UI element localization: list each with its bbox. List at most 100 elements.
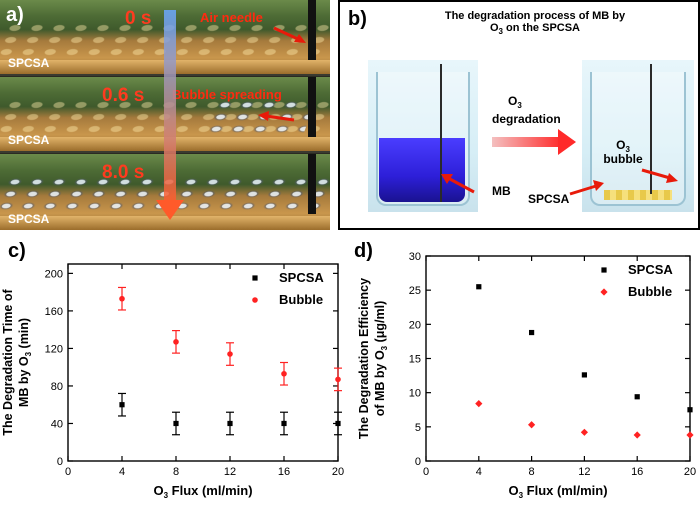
data-point	[633, 431, 641, 439]
x-tick-label: 0	[423, 466, 429, 478]
x-tick-label: 4	[476, 466, 482, 478]
data-point	[580, 428, 588, 436]
y-axis-label-line1: The Degradation Time of	[1, 289, 15, 436]
y-tick-label: 40	[51, 418, 63, 430]
y-tick-label: 15	[409, 354, 421, 366]
data-point	[227, 351, 233, 357]
frame-time: 0.6 s	[102, 85, 145, 106]
panel-d: d) 0 4 8 12 16 20 0 5 10 15 20 25 30 O3 Flux (ml/min)…	[350, 238, 700, 502]
x-tick-label: 0	[65, 466, 71, 478]
data-point	[119, 295, 125, 302]
beaker-photo-before	[368, 60, 478, 212]
arrow-label-degradation: degradation	[492, 112, 561, 126]
y-tick-label: 30	[409, 251, 421, 263]
legend-label: Bubble	[628, 284, 672, 299]
data-point	[173, 420, 179, 427]
data-point	[687, 407, 693, 413]
x-tick-label: 12	[224, 466, 236, 478]
y-tick-label: 20	[409, 319, 421, 331]
x-tick-label: 20	[684, 466, 696, 478]
data-point	[529, 329, 535, 336]
air-needle	[440, 64, 442, 202]
x-tick-label: 8	[529, 466, 535, 478]
data-point	[634, 394, 640, 400]
data-point	[476, 284, 482, 290]
panel-label: a)	[6, 4, 24, 26]
y-tick-label: 10	[409, 388, 421, 400]
y-tick-label: 120	[45, 343, 63, 355]
data-point	[335, 376, 341, 383]
o3-bubble-label: O3 bubble	[603, 138, 643, 166]
x-tick-label: 4	[119, 466, 125, 478]
panel-b-title: The degradation process of MB by O3 on t…	[444, 10, 626, 36]
beaker-photo-after	[582, 60, 694, 212]
data-point	[227, 420, 233, 427]
y-tick-label: 200	[45, 268, 63, 280]
panel-label: d)	[354, 240, 373, 262]
substrate-label: SPCSA	[8, 56, 50, 70]
y-axis-label-line2: of MB by O3 (μg/ml)	[373, 301, 389, 417]
substrate-label: SPCSA	[8, 133, 50, 147]
data-point	[281, 420, 287, 427]
legend-label: Bubble	[279, 292, 323, 307]
data-point	[686, 431, 694, 439]
frame-time: 8.0 s	[102, 162, 145, 183]
air-needle-label: Air needle	[200, 10, 263, 25]
y-tick-label: 25	[409, 285, 421, 297]
substrate-label: SPCSA	[8, 212, 50, 226]
data-point	[119, 402, 125, 408]
legend-marker	[252, 275, 258, 281]
x-axis-label: O3 Flux (ml/min)	[153, 483, 252, 500]
data-point	[335, 420, 341, 427]
plot-frame	[67, 263, 339, 462]
bubble-spreading-label: Bubble spreading	[172, 87, 282, 102]
x-tick-label: 16	[631, 466, 643, 478]
time-arrow-head	[156, 200, 184, 220]
y-axis-label: The Degradation Efficiency of MB by O3 (μ…	[357, 278, 389, 439]
legend-marker	[600, 288, 608, 296]
y-tick-label: 0	[415, 456, 421, 468]
y-axis-label-line2: MB by O3 (min)	[17, 318, 33, 407]
air-needle	[308, 0, 316, 60]
o3-bubble-arrow	[641, 168, 678, 183]
data-point	[528, 421, 536, 429]
legend-marker	[252, 297, 258, 303]
spcsa-sponge	[604, 190, 672, 200]
spcsa-label: SPCSA	[528, 192, 570, 206]
air-needle-arrow	[273, 26, 306, 43]
y-tick-label: 80	[51, 381, 63, 393]
chart-degradation-efficiency: 0 4 8 12 16 20 0 5 10 15 20 25 30 O3 Flux (ml/min) The…	[357, 251, 696, 500]
panel-a-photo-sequence: 0 s Air needle SPCSA 0.6 s Bubble spread…	[0, 0, 330, 230]
mb-label: MB	[492, 184, 511, 198]
mb-arrow	[441, 174, 475, 194]
mb-solution	[379, 138, 465, 202]
reaction-arrow-head	[558, 129, 576, 155]
panel-c: c) 0 4 8 12 16 20 0 40 80 120 160 200 O3 Flux (ml/mi…	[0, 238, 350, 502]
legend-marker	[601, 267, 607, 273]
y-tick-label: 5	[415, 422, 421, 434]
panel-b-degradation-process: b) The degradation process of MB by O3 o…	[338, 0, 700, 230]
x-tick-label: 20	[332, 466, 344, 478]
legend-label: SPCSA	[628, 262, 673, 277]
x-tick-label: 12	[578, 466, 590, 478]
data-point	[475, 400, 483, 408]
data-point	[581, 372, 587, 378]
y-axis-label-line1: The Degradation Efficiency	[357, 278, 371, 439]
legend-label: SPCSA	[279, 270, 324, 285]
x-tick-label: 8	[173, 466, 179, 478]
panel-label: b)	[348, 8, 367, 30]
data-point	[173, 339, 179, 345]
bubble-arrow	[258, 111, 295, 122]
arrow-label-o3: O3	[508, 94, 522, 110]
reaction-arrow-shaft	[492, 137, 562, 147]
y-axis-label: The Degradation Time of MB by O3 (min)	[1, 289, 33, 436]
x-axis-label: O3 Flux (ml/min)	[508, 483, 607, 500]
time-arrow-shaft	[164, 10, 176, 205]
y-tick-label: 0	[57, 456, 63, 468]
panel-label: c)	[8, 240, 26, 262]
y-tick-label: 160	[45, 306, 63, 318]
frame-time: 0 s	[125, 8, 152, 29]
air-needle	[650, 64, 652, 194]
spcsa-arrow	[569, 180, 604, 196]
